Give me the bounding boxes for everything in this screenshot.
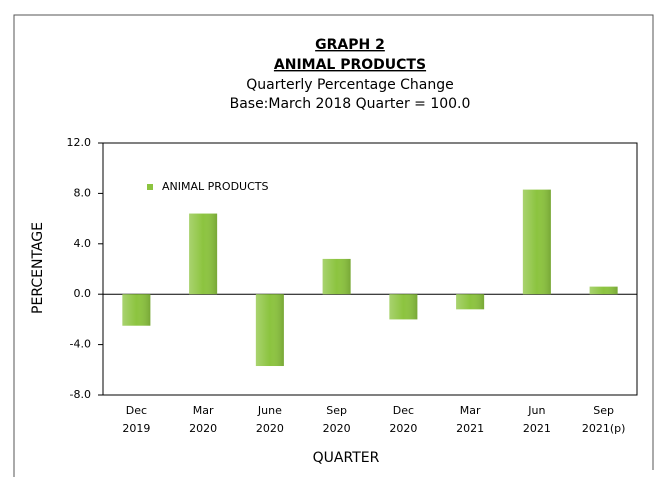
x-tick-label: 2021	[456, 422, 484, 435]
chart-title: GRAPH 2	[315, 37, 385, 53]
y-axis-label: PERCENTAGE	[30, 222, 46, 314]
bar-shade	[589, 286, 618, 295]
x-tick-label: 2021(p)	[582, 422, 626, 435]
x-tick-label: June	[257, 404, 282, 417]
legend-swatch	[147, 184, 153, 190]
legend-label: ANIMAL PRODUCTS	[162, 180, 268, 193]
y-tick-label: 0.0	[74, 287, 92, 300]
x-axis-label: QUARTER	[313, 450, 380, 466]
frame	[13, 14, 654, 477]
bar-shade	[255, 294, 284, 367]
x-tick-label: 2020	[256, 422, 284, 435]
y-tick-label: 4.0	[74, 237, 92, 250]
plot-area	[102, 142, 638, 396]
x-tick-label: 2020	[323, 422, 351, 435]
x-tick-label: Sep	[326, 404, 347, 417]
chart-subtitle: Quarterly Percentage Change	[246, 77, 454, 93]
y-tick-label: 12.0	[67, 136, 92, 149]
x-tick-label: 2020	[189, 422, 217, 435]
y-tick-label: -8.0	[70, 388, 91, 401]
x-tick-label: Dec	[393, 404, 414, 417]
x-tick-label: 2020	[389, 422, 417, 435]
x-tick-label: Sep	[593, 404, 614, 417]
y-tick-label: -4.0	[70, 338, 91, 351]
bar-shade	[522, 189, 551, 295]
bar-shade	[322, 258, 351, 295]
chart-subtitle: Base:March 2018 Quarter = 100.0	[230, 96, 471, 112]
bar-shade	[456, 294, 485, 310]
y-tick-label: 8.0	[74, 186, 92, 199]
x-tick-label: Dec	[126, 404, 147, 417]
bar-shade	[122, 294, 151, 326]
x-tick-label: Mar	[193, 404, 214, 417]
x-tick-label: 2019	[122, 422, 150, 435]
x-tick-label: Jun	[527, 404, 545, 417]
bar-shade	[389, 294, 418, 320]
x-tick-label: Mar	[460, 404, 481, 417]
chart-title: ANIMAL PRODUCTS	[274, 57, 426, 73]
x-tick-label: 2021	[523, 422, 551, 435]
bar-shade	[189, 213, 218, 295]
